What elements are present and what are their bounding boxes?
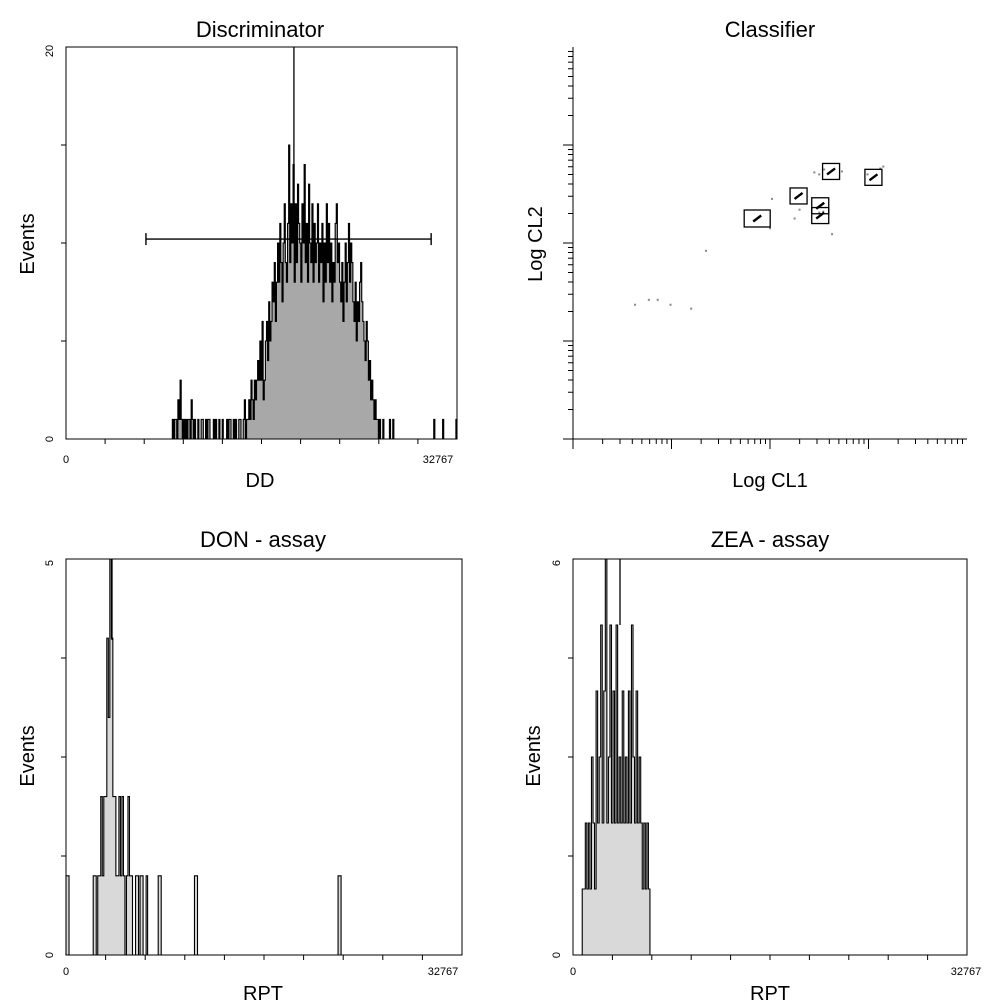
classifier-point — [798, 208, 801, 211]
classifier-cluster — [868, 173, 879, 182]
discriminator-xlabel: DD — [246, 470, 275, 492]
classifier-point — [822, 210, 825, 213]
zea-assay-ylabel: Events — [523, 725, 545, 786]
classifier-gate-box — [811, 197, 830, 215]
classifier-gate-box — [789, 187, 808, 205]
classifier-point — [770, 197, 773, 200]
classifier-gate-box — [864, 168, 883, 186]
zea-assay-plot — [568, 558, 967, 960]
classifier-point — [818, 211, 821, 214]
discriminator-y-tick-min: 0 — [44, 436, 56, 442]
discriminator-frame — [65, 46, 458, 440]
discriminator-title: Discriminator — [196, 17, 324, 42]
discriminator-ylabel: Events — [17, 213, 39, 274]
classifier-gate-box — [743, 209, 771, 228]
classifier-title: Classifier — [725, 17, 815, 42]
don-assay-x-tick-min: 0 — [63, 966, 69, 978]
classifier-point — [656, 298, 659, 301]
classifier-cluster — [752, 214, 762, 223]
don-assay-y-tick-min: 0 — [44, 952, 56, 958]
zea-assay-y-tick-max: 6 — [551, 560, 563, 566]
zea-assay-histogram-fill — [573, 559, 967, 955]
classifier-point — [831, 233, 834, 236]
discriminator-panel: Discriminator Events DD 0 32767 0 20 — [17, 17, 458, 492]
don-assay-y-tick-max: 5 — [44, 560, 56, 566]
discriminator-x-tick-max: 32767 — [423, 454, 454, 466]
classifier-xlabel: Log CL1 — [732, 470, 808, 492]
zea-assay-ticks — [568, 657, 929, 960]
classifier-point — [634, 303, 637, 306]
don-assay-frame — [65, 558, 463, 956]
zea-assay-y-tick-min: 0 — [551, 952, 563, 958]
classifier-cluster — [826, 167, 836, 176]
classifier-ylabel: Log CL2 — [525, 206, 547, 282]
classifier-gate-box — [821, 162, 841, 181]
discriminator-histogram-fill — [66, 145, 457, 439]
classifier-point — [882, 165, 885, 168]
classifier-point — [769, 227, 771, 230]
discriminator-ticks — [61, 144, 419, 444]
classifier-point — [813, 171, 816, 174]
classifier-point — [793, 217, 796, 220]
classifier-point — [818, 173, 821, 176]
don-assay-plot — [61, 558, 462, 960]
classifier-point — [647, 298, 650, 301]
don-assay-histogram-outline — [65, 558, 462, 956]
discriminator-gate-marker — [145, 233, 432, 246]
zea-assay-x-tick-max: 32767 — [951, 966, 982, 978]
classifier-panel: Classifier Log CL2 Log CL1 — [525, 17, 967, 492]
don-assay-title: DON - assay — [200, 527, 326, 552]
discriminator-x-tick-min: 0 — [63, 454, 69, 466]
zea-assay-panel: ZEA - assay Events RPT 0 32767 0 6 — [523, 527, 981, 1004]
zea-assay-title: ZEA - assay — [711, 527, 830, 552]
classifier-plot — [563, 47, 967, 449]
don-assay-x-tick-max: 32767 — [428, 966, 459, 978]
classifier-point — [879, 167, 882, 170]
classifier-point — [840, 170, 843, 173]
classifier-gate-box — [811, 206, 830, 225]
classifier-point — [823, 168, 826, 171]
zea-assay-x-tick-min: 0 — [570, 966, 576, 978]
classifier-point — [704, 249, 707, 252]
discriminator-y-tick-max: 20 — [44, 45, 56, 57]
classifier-log-ticks — [563, 50, 963, 449]
zea-assay-xlabel: RPT — [750, 983, 790, 1004]
don-assay-xlabel: RPT — [243, 983, 283, 1004]
don-assay-histogram-fill — [66, 559, 462, 955]
classifier-cluster — [815, 211, 825, 220]
classifier-cluster — [793, 192, 804, 200]
classifier-point — [690, 307, 693, 310]
discriminator-plot — [61, 47, 458, 444]
zea-assay-frame — [572, 558, 968, 956]
classifier-point — [669, 303, 672, 306]
classifier-point — [866, 173, 869, 176]
don-assay-ticks — [61, 657, 423, 960]
don-assay-panel: DON - assay Events RPT 0 32767 0 5 — [17, 527, 463, 1004]
don-assay-ylabel: Events — [17, 725, 39, 786]
